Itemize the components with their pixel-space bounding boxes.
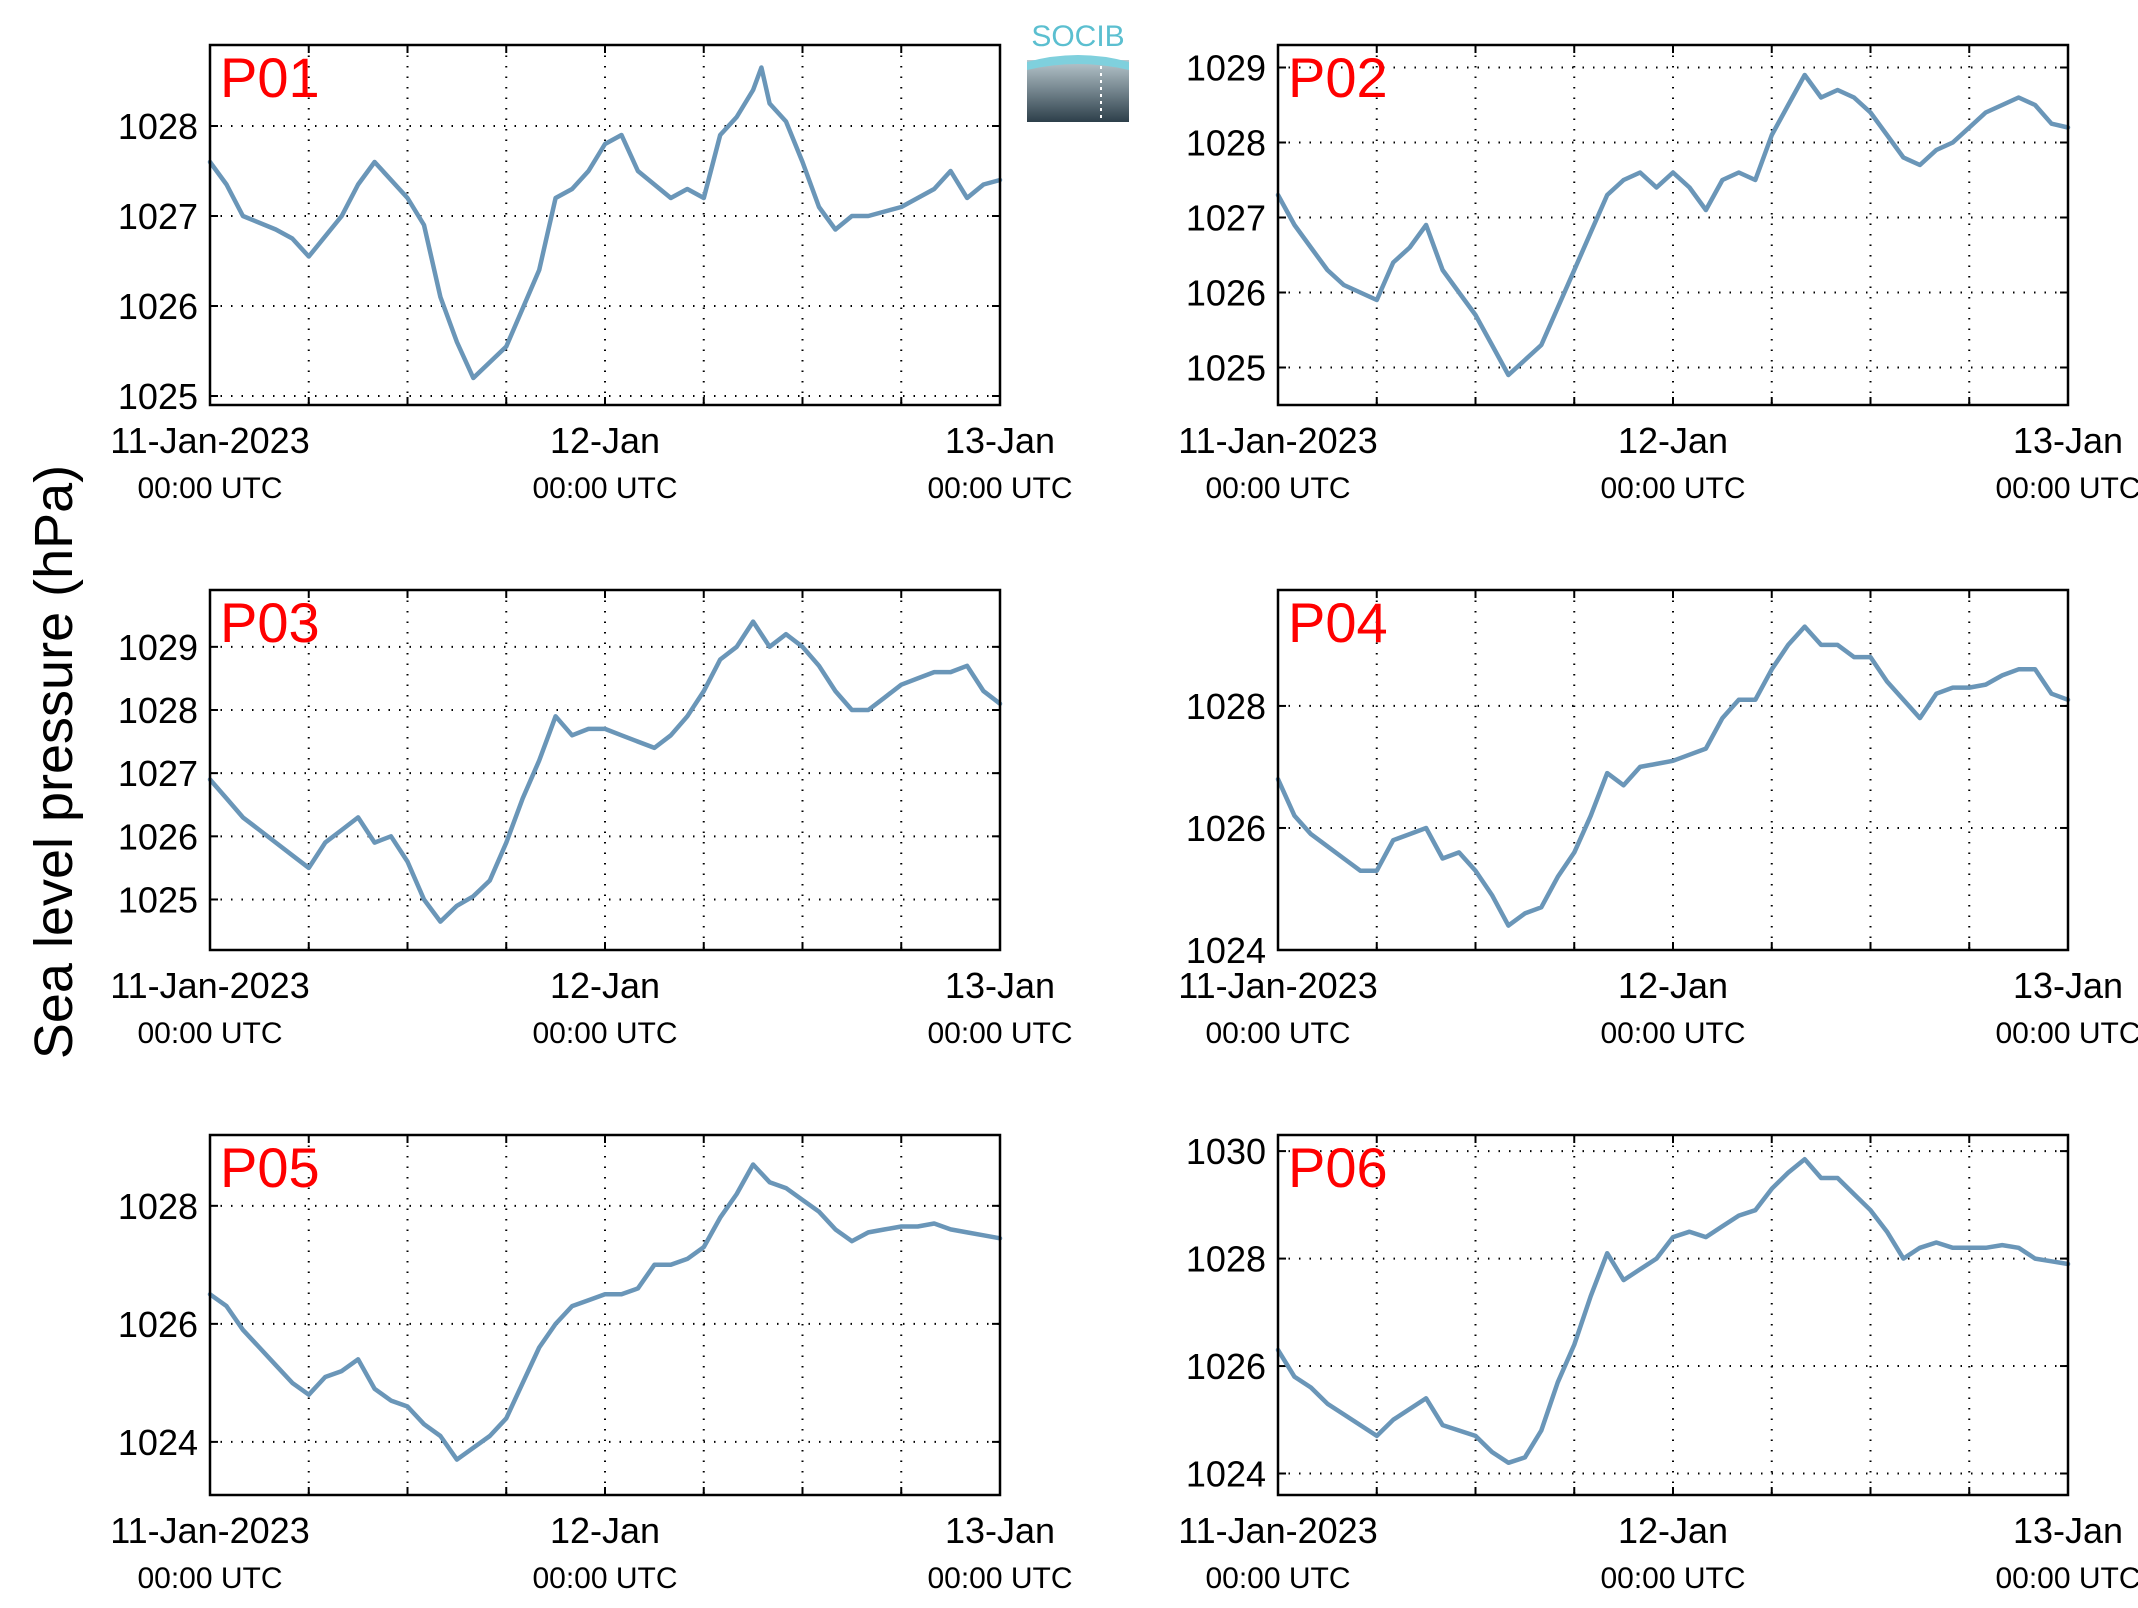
axes-frame bbox=[208, 43, 1002, 407]
y-tick-label: 1026 bbox=[1186, 808, 1266, 849]
x-tick-label: 12-Jan bbox=[550, 1510, 660, 1551]
x-tick-label: 13-Jan bbox=[2013, 965, 2123, 1006]
y-tick-label: 1025 bbox=[118, 879, 198, 920]
x-tick-label: 13-Jan bbox=[945, 965, 1055, 1006]
x-tick-sublabel: 00:00 UTC bbox=[1205, 1017, 1350, 1050]
series-line-p01 bbox=[207, 65, 1003, 381]
panel-label: P01 bbox=[220, 46, 320, 109]
x-tick-sublabel: 00:00 UTC bbox=[927, 1562, 1072, 1595]
x-tick-sublabel: 00:00 UTC bbox=[1600, 1562, 1745, 1595]
x-tick-label: 11-Jan-2023 bbox=[110, 1510, 309, 1551]
series-line-p05 bbox=[207, 1162, 1003, 1462]
x-tick-sublabel: 00:00 UTC bbox=[532, 1017, 677, 1050]
axes-frame bbox=[1276, 588, 2070, 952]
y-tick-label: 1026 bbox=[118, 816, 198, 857]
y-axis-label: Sea level pressure (hPa) bbox=[24, 465, 84, 1059]
panels-group: 1025 1026 1027 1028 11-Jan-2023 00:00 UTC 12-J… bbox=[110, 43, 2138, 1595]
x-tick-sublabel: 00:00 UTC bbox=[137, 1017, 282, 1050]
series-line-p04 bbox=[1275, 624, 2071, 928]
y-tick-label: 1027 bbox=[118, 196, 198, 237]
series-line-p03 bbox=[207, 619, 1003, 924]
series-line-p02 bbox=[1275, 72, 2071, 378]
panel-label: P03 bbox=[220, 591, 320, 654]
y-tick-label: 1028 bbox=[118, 690, 198, 731]
y-tick-label: 1028 bbox=[1186, 1239, 1266, 1280]
x-tick-label: 11-Jan-2023 bbox=[1178, 420, 1377, 461]
x-tick-label: 11-Jan-2023 bbox=[1178, 1510, 1377, 1551]
y-tick-label: 1028 bbox=[1186, 123, 1266, 164]
x-tick-sublabel: 00:00 UTC bbox=[137, 472, 282, 505]
x-tick-label: 12-Jan bbox=[550, 420, 660, 461]
x-tick-sublabel: 00:00 UTC bbox=[1205, 472, 1350, 505]
panel-p01: 1025 1026 1027 1028 11-Jan-2023 00:00 UTC 12-J… bbox=[110, 43, 1073, 505]
y-tick-label: 1027 bbox=[1186, 198, 1266, 239]
x-tick-label: 11-Jan-2023 bbox=[110, 420, 309, 461]
x-tick-sublabel: 00:00 UTC bbox=[927, 1017, 1072, 1050]
x-tick-label: 13-Jan bbox=[945, 420, 1055, 461]
x-tick-sublabel: 00:00 UTC bbox=[532, 472, 677, 505]
x-tick-sublabel: 00:00 UTC bbox=[1995, 1017, 2138, 1050]
x-tick-sublabel: 00:00 UTC bbox=[927, 472, 1072, 505]
y-tick-label: 1024 bbox=[118, 1422, 198, 1463]
panel-p06: 1024 1026 1028 1030 11-Jan-2023 00:00 UTC 12-J… bbox=[1178, 1131, 2138, 1595]
y-tick-label: 1026 bbox=[1186, 273, 1266, 314]
x-tick-label: 13-Jan bbox=[2013, 1510, 2123, 1551]
y-tick-label: 1024 bbox=[1186, 1454, 1266, 1495]
x-tick-sublabel: 00:00 UTC bbox=[532, 1562, 677, 1595]
panel-p04: 1024 1026 1028 11-Jan-2023 00:00 UTC 12-Jan 00… bbox=[1178, 588, 2138, 1050]
axes-frame bbox=[1276, 1133, 2070, 1497]
panel-label: P06 bbox=[1288, 1136, 1388, 1199]
panel-p05: 1024 1026 1028 11-Jan-2023 00:00 UTC 12-Jan 00… bbox=[110, 1133, 1073, 1595]
x-tick-label: 13-Jan bbox=[2013, 420, 2123, 461]
panel-p02: 1025 1026 1027 1028 1029 11-Jan-2023 00:00 UTC… bbox=[1178, 43, 2138, 505]
y-tick-label: 1026 bbox=[118, 286, 198, 327]
x-tick-sublabel: 00:00 UTC bbox=[1600, 1017, 1745, 1050]
series-line-p06 bbox=[1275, 1156, 2071, 1466]
panel-label: P04 bbox=[1288, 591, 1388, 654]
y-tick-label: 1024 bbox=[1186, 930, 1266, 971]
x-tick-label: 12-Jan bbox=[1618, 1510, 1728, 1551]
x-tick-label: 11-Jan-2023 bbox=[1178, 965, 1377, 1006]
panel-label: P02 bbox=[1288, 46, 1388, 109]
x-tick-sublabel: 00:00 UTC bbox=[1205, 1562, 1350, 1595]
x-tick-label: 13-Jan bbox=[945, 1510, 1055, 1551]
axes-frame bbox=[208, 1133, 1002, 1497]
axes-frame bbox=[1276, 43, 2070, 407]
y-tick-label: 1028 bbox=[118, 1186, 198, 1227]
x-tick-label: 12-Jan bbox=[1618, 420, 1728, 461]
socib-logo: SOCIB bbox=[1027, 18, 1129, 122]
y-tick-label: 1027 bbox=[118, 753, 198, 794]
y-tick-label: 1030 bbox=[1186, 1131, 1266, 1172]
x-tick-label: 12-Jan bbox=[1618, 965, 1728, 1006]
y-tick-label: 1025 bbox=[1186, 348, 1266, 389]
x-tick-sublabel: 00:00 UTC bbox=[137, 1562, 282, 1595]
x-tick-label: 11-Jan-2023 bbox=[110, 965, 309, 1006]
y-tick-label: 1026 bbox=[1186, 1346, 1266, 1387]
x-tick-sublabel: 00:00 UTC bbox=[1995, 472, 2138, 505]
y-tick-label: 1029 bbox=[1186, 48, 1266, 89]
panel-p03: 1025 1026 1027 1028 1029 11-Jan-2023 00:00 UTC… bbox=[110, 588, 1073, 1050]
x-tick-label: 12-Jan bbox=[550, 965, 660, 1006]
y-tick-label: 1025 bbox=[118, 376, 198, 417]
y-tick-label: 1029 bbox=[118, 627, 198, 668]
x-tick-sublabel: 00:00 UTC bbox=[1600, 472, 1745, 505]
x-tick-sublabel: 00:00 UTC bbox=[1995, 1562, 2138, 1595]
panel-label: P05 bbox=[220, 1136, 320, 1199]
y-tick-label: 1028 bbox=[1186, 686, 1266, 727]
y-tick-label: 1026 bbox=[118, 1304, 198, 1345]
y-tick-label: 1028 bbox=[118, 106, 198, 147]
axes-frame bbox=[208, 588, 1002, 952]
logo-text: SOCIB bbox=[1031, 20, 1124, 53]
